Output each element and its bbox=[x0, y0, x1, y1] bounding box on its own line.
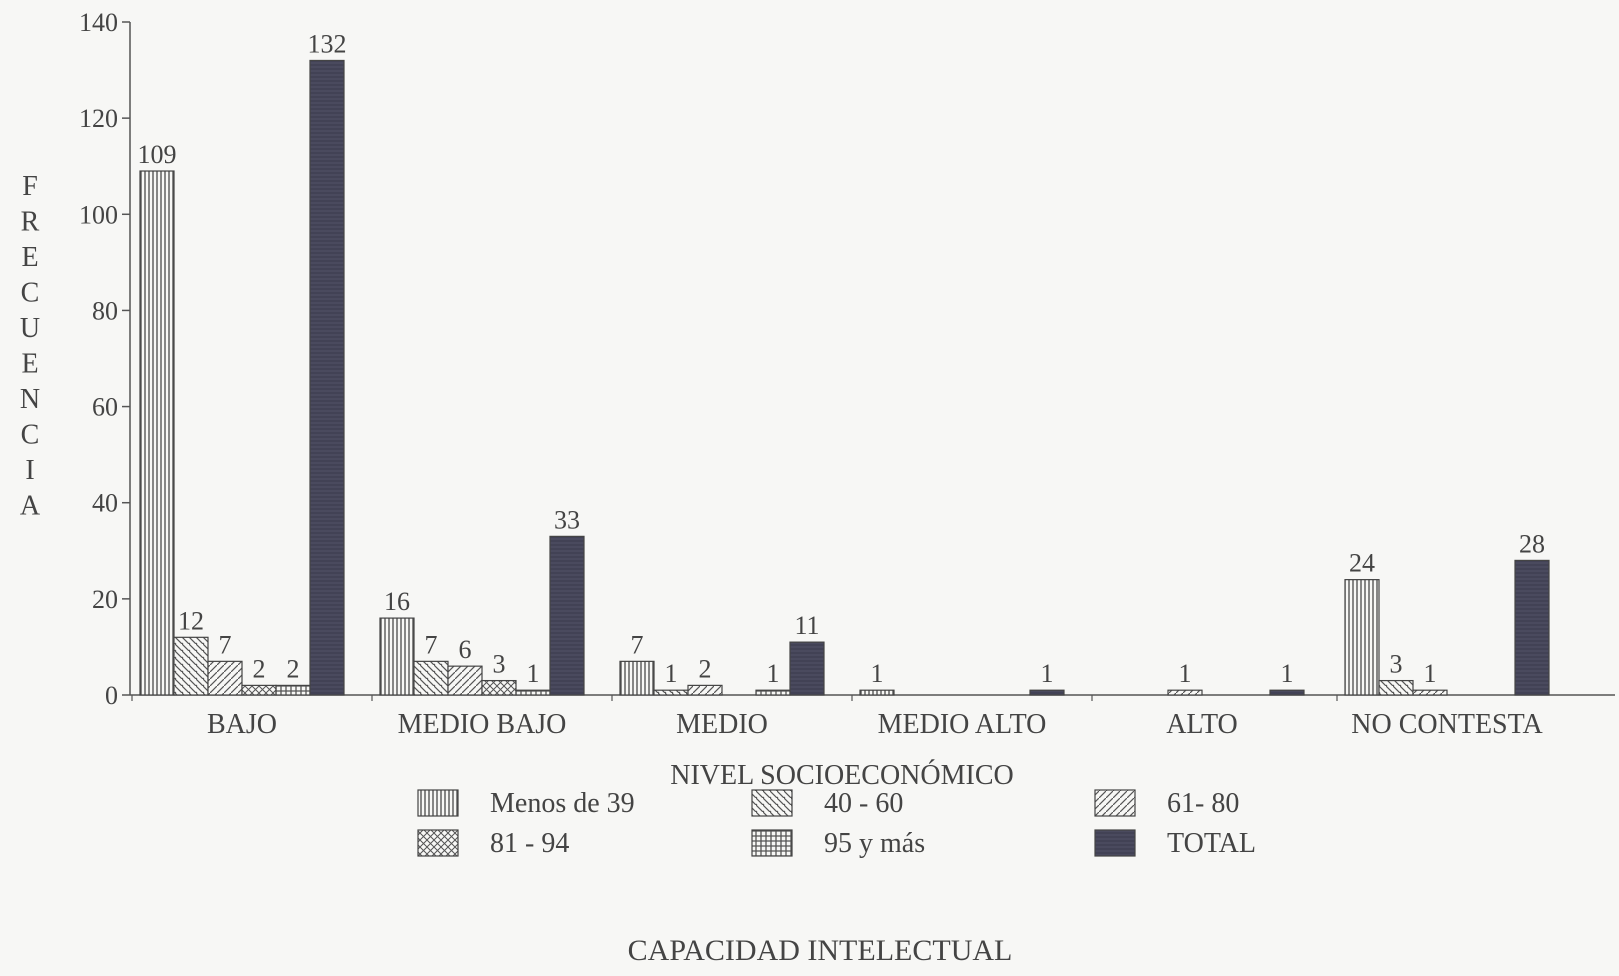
bar-value-label: 24 bbox=[1349, 549, 1375, 578]
y-axis-title-letter: R bbox=[21, 207, 40, 238]
category-labels: BAJO MEDIO BAJO MEDIO MEDIO ALTO ALTO NO CONT… bbox=[131, 695, 1543, 740]
x-axis-title: NIVEL SOCIOECONÓMICO bbox=[670, 760, 1014, 791]
bar-5-5 bbox=[1514, 559, 1550, 696]
bar-value-label: 1 bbox=[1179, 659, 1192, 688]
y-axis-title-letter: C bbox=[21, 278, 40, 309]
y-tick-label: 140 bbox=[79, 8, 118, 37]
bar-5-0 bbox=[1344, 579, 1380, 696]
bar-value-label: 12 bbox=[178, 606, 204, 635]
legend-swatch bbox=[751, 829, 793, 857]
category-label: BAJO bbox=[207, 709, 277, 740]
y-axis-title-letter: I bbox=[25, 455, 34, 486]
bar-value-label: 11 bbox=[794, 611, 819, 640]
y-axis-title-letter: E bbox=[21, 242, 38, 273]
y-tick-label: 80 bbox=[92, 296, 118, 325]
bar-5-1 bbox=[1378, 679, 1414, 696]
y-axis-title-letter: A bbox=[20, 491, 41, 522]
category-label: ALTO bbox=[1166, 709, 1238, 740]
bar-value-label: 28 bbox=[1519, 529, 1545, 558]
bar-1-0 bbox=[379, 617, 415, 696]
bar-0-1 bbox=[173, 636, 209, 696]
bar-5-2 bbox=[1412, 689, 1448, 696]
bar-value-label: 132 bbox=[308, 29, 347, 58]
y-tick-label: 20 bbox=[92, 585, 118, 614]
bar-0-2 bbox=[207, 660, 243, 696]
y-axis-title-letter: E bbox=[21, 349, 38, 380]
bar-1-1 bbox=[413, 660, 449, 696]
bar-value-label: 1 bbox=[1041, 659, 1054, 688]
bar-value-label: 7 bbox=[631, 630, 644, 659]
bar-0-5 bbox=[309, 59, 345, 696]
category-label: MEDIO bbox=[676, 709, 768, 740]
bar-value-label: 3 bbox=[1390, 650, 1403, 679]
bar-4-2 bbox=[1167, 689, 1203, 696]
bar-value-label: 7 bbox=[425, 630, 438, 659]
bar-2-4 bbox=[755, 689, 791, 696]
bar-value-label: 3 bbox=[493, 650, 506, 679]
bar-1-3 bbox=[481, 679, 517, 696]
legend-swatch bbox=[417, 829, 459, 857]
bar-1-4 bbox=[515, 689, 551, 696]
legend-label: 81 - 94 bbox=[490, 828, 569, 859]
y-axis-title-letter: C bbox=[21, 420, 40, 451]
y-tick-label: 100 bbox=[79, 200, 118, 229]
legend-swatch bbox=[417, 789, 459, 817]
bars bbox=[139, 59, 1550, 696]
y-axis-title-letter: N bbox=[20, 384, 40, 415]
bar-2-5 bbox=[789, 641, 825, 696]
bar-value-label: 6 bbox=[459, 635, 472, 664]
legend-label: 61- 80 bbox=[1167, 788, 1239, 819]
y-tick-label: 40 bbox=[92, 489, 118, 518]
bar-2-1 bbox=[653, 689, 689, 696]
y-axis-title-letter: F bbox=[22, 171, 38, 202]
bar-0-0 bbox=[139, 170, 175, 696]
bar-value-label: 109 bbox=[138, 140, 177, 169]
bar-2-0 bbox=[619, 660, 655, 696]
bar-1-2 bbox=[447, 665, 483, 696]
bar-value-label: 7 bbox=[219, 630, 232, 659]
y-tick-label: 0 bbox=[105, 681, 118, 710]
bar-3-5 bbox=[1029, 689, 1065, 696]
bar-4-5 bbox=[1269, 689, 1305, 696]
chart-footer-caption: CAPACIDAD INTELECTUAL bbox=[628, 934, 1013, 967]
legend-label: 95 y más bbox=[824, 828, 925, 859]
bar-0-3 bbox=[241, 684, 277, 696]
category-label: MEDIO BAJO bbox=[398, 709, 567, 740]
y-tick-label: 120 bbox=[79, 104, 118, 133]
category-label: NO CONTESTA bbox=[1351, 709, 1543, 740]
legend-swatch bbox=[1094, 829, 1136, 857]
bar-value-label: 1 bbox=[767, 659, 780, 688]
bar-value-label: 16 bbox=[384, 587, 410, 616]
bar-value-label: 2 bbox=[287, 654, 300, 683]
y-axis-ticks: 0 20 40 60 80 100 120 140 bbox=[79, 8, 130, 710]
bar-value-label: 33 bbox=[554, 505, 580, 534]
legend-label: Menos de 39 bbox=[490, 788, 635, 819]
bar-value-label: 1 bbox=[871, 659, 884, 688]
bar-value-label: 1 bbox=[527, 659, 540, 688]
bar-1-5 bbox=[549, 535, 585, 696]
legend-label: TOTAL bbox=[1167, 828, 1256, 859]
bar-value-label: 2 bbox=[699, 654, 712, 683]
bar-value-label: 1 bbox=[665, 659, 678, 688]
bar-3-0 bbox=[859, 689, 895, 696]
axes bbox=[129, 22, 1615, 696]
category-label: MEDIO ALTO bbox=[878, 709, 1047, 740]
legend: Menos de 39 40 - 60 61- 80 81 - 94 95 y más T… bbox=[417, 788, 1256, 859]
bar-0-4 bbox=[275, 684, 311, 696]
bar-value-label: 2 bbox=[253, 654, 266, 683]
legend-label: 40 - 60 bbox=[824, 788, 903, 819]
bar-2-2 bbox=[687, 684, 723, 696]
y-axis-title-letter: U bbox=[20, 313, 40, 344]
y-tick-label: 60 bbox=[92, 393, 118, 422]
legend-swatch bbox=[751, 789, 793, 817]
bar-value-label: 1 bbox=[1424, 659, 1437, 688]
bar-value-label: 1 bbox=[1281, 659, 1294, 688]
legend-swatch bbox=[1094, 789, 1136, 817]
